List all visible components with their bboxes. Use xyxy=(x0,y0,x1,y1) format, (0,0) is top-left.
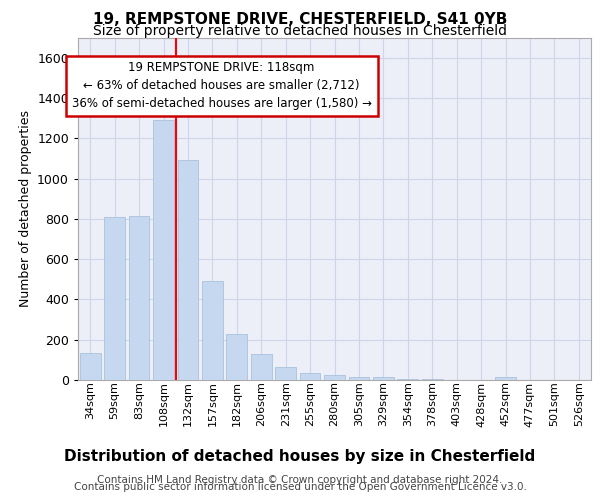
Text: 19 REMPSTONE DRIVE: 118sqm
← 63% of detached houses are smaller (2,712)
36% of s: 19 REMPSTONE DRIVE: 118sqm ← 63% of deta… xyxy=(71,62,371,110)
Bar xyxy=(349,377,370,380)
Bar xyxy=(251,354,272,380)
Bar xyxy=(495,377,516,380)
Bar xyxy=(128,216,149,380)
Bar xyxy=(422,379,443,380)
Text: 19, REMPSTONE DRIVE, CHESTERFIELD, S41 0YB: 19, REMPSTONE DRIVE, CHESTERFIELD, S41 0… xyxy=(93,12,507,28)
Text: Size of property relative to detached houses in Chesterfield: Size of property relative to detached ho… xyxy=(93,24,507,38)
Y-axis label: Number of detached properties: Number of detached properties xyxy=(19,110,32,307)
Bar xyxy=(226,334,247,380)
Bar xyxy=(397,379,418,380)
Bar xyxy=(324,375,345,380)
Text: Contains public sector information licensed under the Open Government Licence v3: Contains public sector information licen… xyxy=(74,482,526,492)
Bar xyxy=(178,160,199,380)
Text: Distribution of detached houses by size in Chesterfield: Distribution of detached houses by size … xyxy=(64,448,536,464)
Text: Contains HM Land Registry data © Crown copyright and database right 2024.: Contains HM Land Registry data © Crown c… xyxy=(97,475,503,485)
Bar xyxy=(104,217,125,380)
Bar xyxy=(275,367,296,380)
Bar xyxy=(80,353,101,380)
Bar xyxy=(373,377,394,380)
Bar xyxy=(153,120,174,380)
Bar xyxy=(299,373,320,380)
Bar xyxy=(202,282,223,380)
